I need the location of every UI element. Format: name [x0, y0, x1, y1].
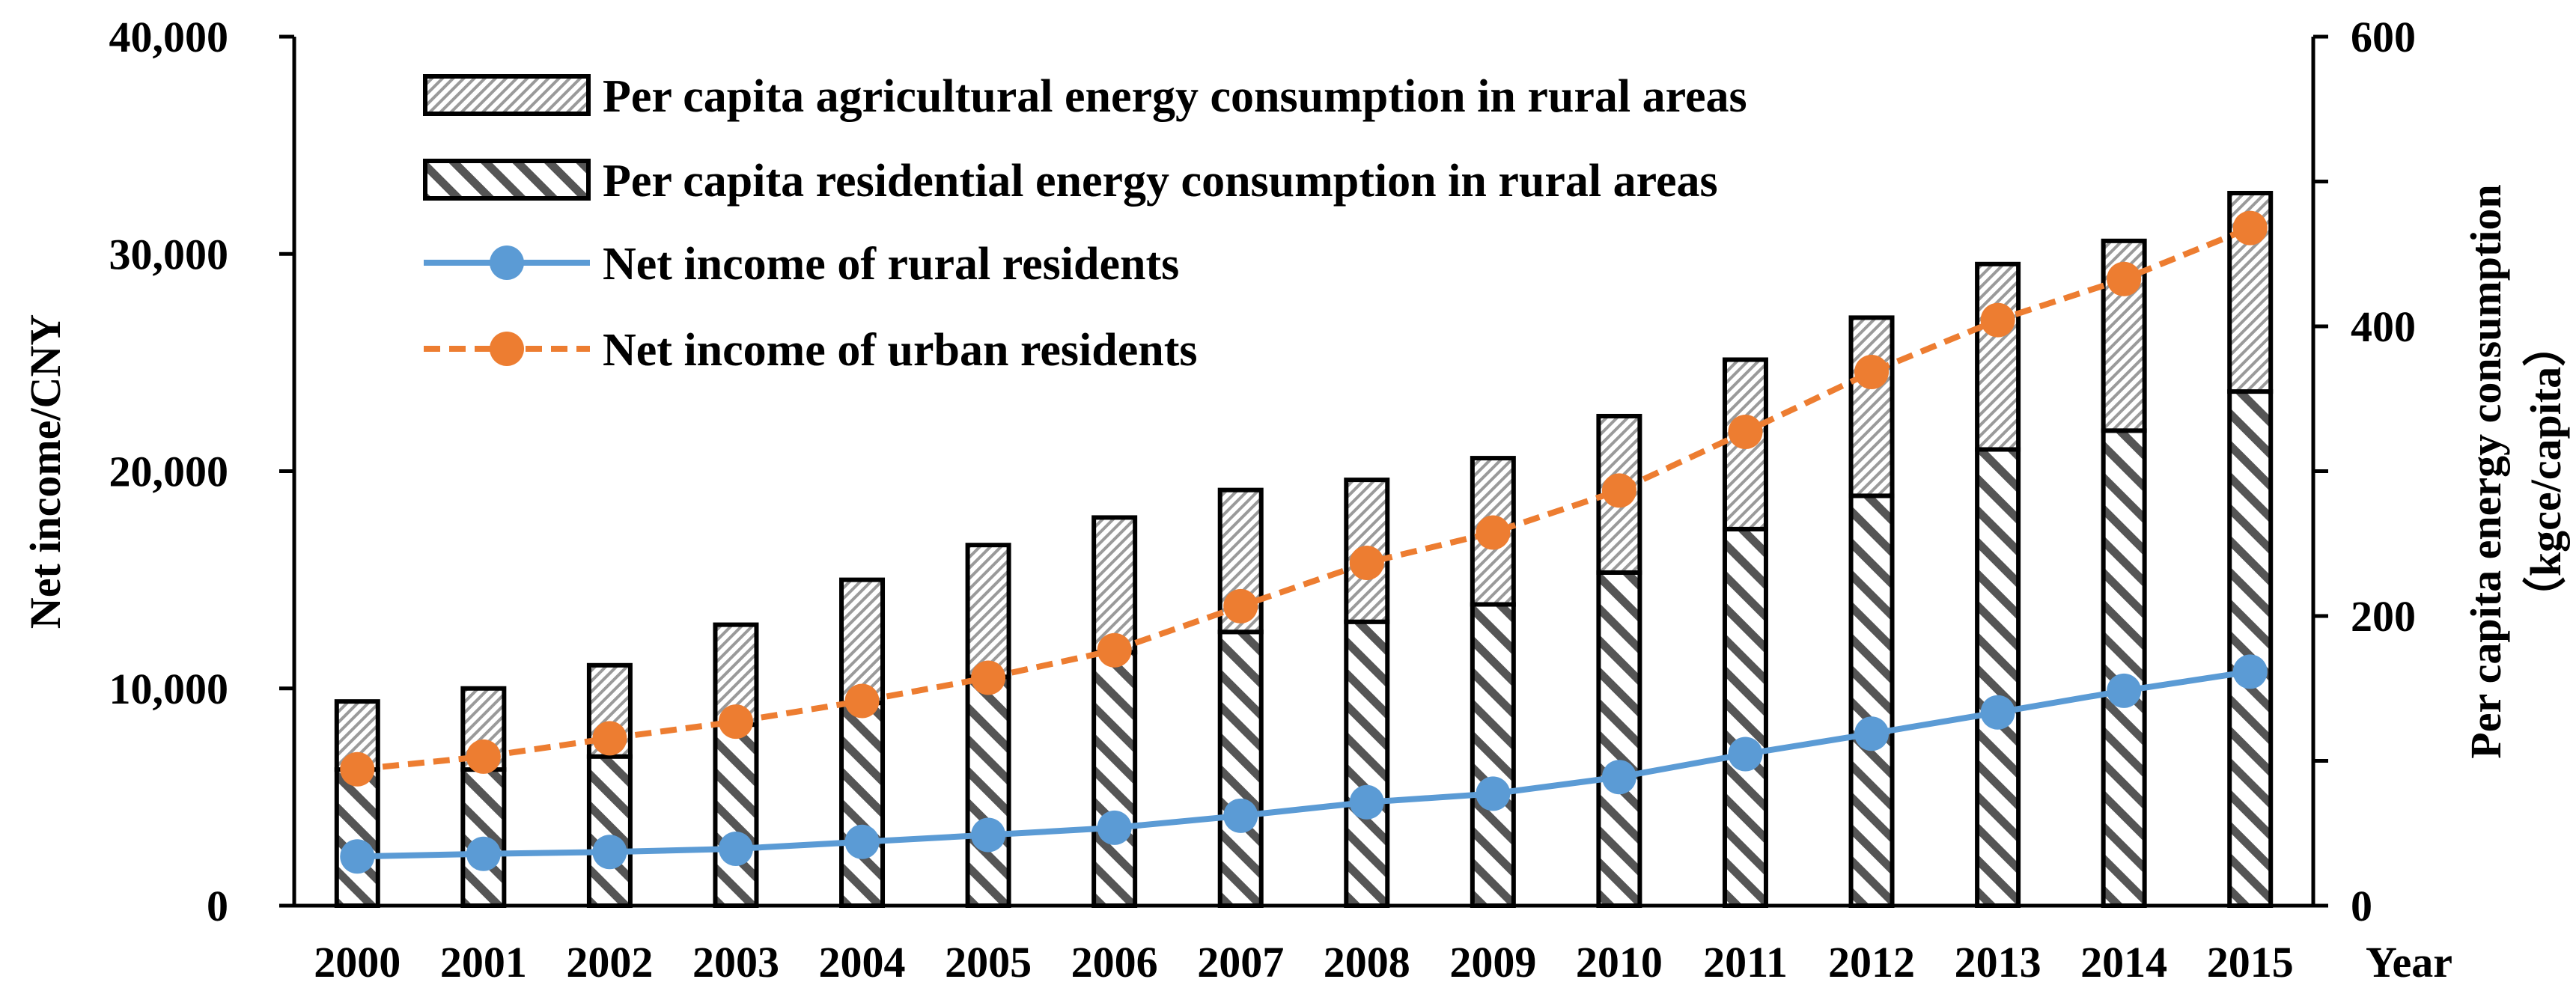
x-tick-label: 2015	[2207, 938, 2294, 987]
right-tick-label: 600	[2351, 13, 2416, 61]
x-tick-label: 2009	[1449, 938, 1536, 987]
point-rural-2005	[971, 817, 1006, 853]
x-tick-label: 2014	[2080, 938, 2167, 987]
x-tick-label: 2004	[819, 938, 906, 987]
legend-swatch-res	[423, 159, 591, 201]
point-rural-2002	[592, 835, 627, 870]
legend-marker-l1	[490, 332, 524, 366]
right-tick-label: 0	[2351, 882, 2372, 930]
bar-residential-2012	[1848, 493, 1895, 908]
x-tick-label: 2007	[1197, 938, 1284, 987]
legend-label: Net income of rural residents	[603, 239, 1179, 290]
left-tick-label: 0	[207, 882, 228, 930]
point-urban-2009	[1476, 515, 1511, 550]
point-urban-2004	[844, 683, 880, 719]
bar-residential-2013	[1975, 447, 2021, 908]
bar-agricultural-2013	[1975, 261, 2021, 452]
bar-agricultural-2005	[965, 543, 1011, 680]
point-rural-2008	[1349, 784, 1384, 820]
point-urban-2014	[2107, 261, 2142, 296]
axes-group: 2000 2001 2002 2003 2004 2005 2006 2007 2008 2009…	[109, 13, 2417, 987]
point-rural-2009	[1476, 776, 1511, 811]
x-tick-label: 2001	[440, 938, 527, 987]
bar-residential-2011	[1722, 526, 1768, 909]
bar-residential-2003	[713, 722, 759, 908]
bar-residential-2005	[965, 674, 1011, 909]
legend-label: Per capita agricultural energy consumpti…	[603, 71, 1747, 122]
point-urban-2000	[340, 751, 375, 787]
bar-residential-2010	[1596, 570, 1642, 908]
right-tick-label: 200	[2351, 592, 2416, 641]
point-rural-2011	[1728, 737, 1763, 772]
left-axis-title: Net income/CNY	[21, 314, 70, 629]
bar-residential-2006	[1091, 650, 1138, 908]
right-axis-title-line2: （kgce/capita）	[2521, 323, 2570, 620]
x-tick-label: 2013	[1955, 938, 2041, 987]
left-tick-label: 30,000	[109, 230, 229, 278]
bar-residential-2007	[1217, 629, 1264, 908]
x-tick-label: 2010	[1576, 938, 1663, 987]
point-urban-2002	[592, 721, 627, 756]
point-urban-2006	[1097, 632, 1132, 668]
legend: Per capita agricultural energy consumpti…	[423, 71, 1747, 376]
point-urban-2005	[971, 660, 1006, 695]
bar-residential-2004	[839, 701, 886, 908]
x-axis-title: Year	[2366, 938, 2452, 987]
point-urban-2013	[1980, 302, 2015, 338]
legend-swatch-agri	[423, 74, 591, 116]
right-tick-label: 400	[2351, 302, 2416, 351]
left-tick-label: 10,000	[109, 665, 229, 713]
legend-marker-l0	[490, 246, 524, 280]
point-rural-2014	[2107, 673, 2142, 708]
bar-residential-2014	[2101, 428, 2147, 908]
point-urban-2003	[718, 704, 753, 740]
x-tick-label: 2000	[314, 938, 401, 987]
lines-group	[340, 210, 2268, 874]
line-urban-income	[356, 225, 2252, 772]
point-rural-2003	[718, 831, 753, 866]
bar-agricultural-2012	[1848, 315, 1895, 498]
left-tick-label: 20,000	[109, 448, 229, 496]
point-rural-2000	[340, 839, 375, 874]
x-tick-label: 2006	[1071, 938, 1158, 987]
x-tick-label: 2012	[1828, 938, 1915, 987]
point-urban-2010	[1601, 473, 1636, 508]
bar-agricultural-2004	[839, 577, 886, 706]
point-urban-2012	[1854, 355, 1890, 390]
point-urban-2015	[2232, 210, 2268, 246]
legend-label: Net income of urban residents	[603, 325, 1197, 376]
point-rural-2012	[1854, 716, 1890, 751]
bar-residential-2015	[2227, 389, 2274, 908]
bar-residential-2002	[586, 754, 633, 908]
x-tick-label: 2002	[566, 938, 653, 987]
point-rural-2004	[844, 824, 880, 859]
x-tick-label: 2008	[1324, 938, 1410, 987]
bar-agricultural-2008	[1344, 478, 1390, 624]
point-urban-2001	[466, 739, 501, 774]
point-rural-2006	[1097, 810, 1132, 845]
bar-residential-2009	[1470, 602, 1516, 909]
point-rural-2013	[1980, 695, 2015, 730]
x-tick-label: 2005	[945, 938, 1032, 987]
point-rural-2010	[1601, 760, 1636, 795]
point-urban-2007	[1223, 588, 1258, 623]
point-rural-2001	[466, 836, 501, 871]
bar-residential-2008	[1344, 619, 1390, 908]
legend-label: Per capita residential energy consumptio…	[603, 156, 1718, 207]
bar-agricultural-2006	[1091, 515, 1138, 655]
left-tick-label: 40,000	[109, 13, 229, 61]
line-rural-income	[357, 668, 2251, 860]
x-tick-label: 2003	[692, 938, 779, 987]
bar-residential-2000	[334, 767, 380, 908]
right-axis-title-line1: Per capita energy consumption	[2461, 184, 2510, 758]
point-rural-2015	[2232, 654, 2268, 689]
point-rural-2007	[1223, 798, 1258, 833]
x-tick-label: 2011	[1703, 938, 1788, 987]
point-urban-2008	[1349, 545, 1384, 580]
bars-group	[334, 190, 2274, 909]
point-urban-2011	[1728, 414, 1763, 449]
